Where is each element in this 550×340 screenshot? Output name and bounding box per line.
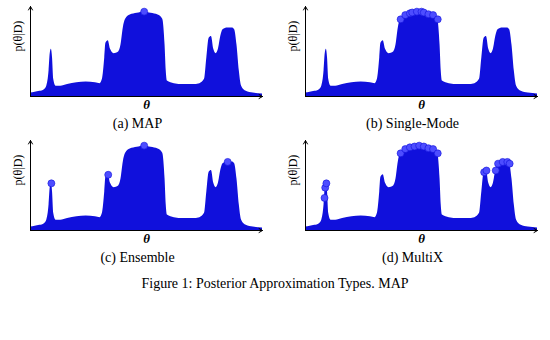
svg-text:p(θ|D): p(θ|D) <box>11 21 25 52</box>
html-text:Figure 1: Posterior Approximat: Figure 1: Posterior Approximation Types.… <box>141 276 409 291</box>
svg-text:p(θ|D): p(θ|D) <box>286 155 300 186</box>
html-text:(b) Single-Mode: (b) Single-Mode <box>366 116 459 131</box>
svg-text:θ: θ <box>418 231 425 246</box>
svg-text:θ: θ <box>143 231 150 246</box>
svg-text:p(θ|D): p(θ|D) <box>286 21 300 52</box>
svg-text:p(θ|D): p(θ|D) <box>11 155 25 186</box>
svg-text:θ: θ <box>418 97 425 112</box>
html-text:(c) Ensemble: (c) Ensemble <box>100 250 175 265</box>
html-text:(d) MultiX: (d) MultiX <box>382 250 443 265</box>
svg-text:θ: θ <box>143 97 150 112</box>
html-text:(a) MAP: (a) MAP <box>112 116 163 131</box>
